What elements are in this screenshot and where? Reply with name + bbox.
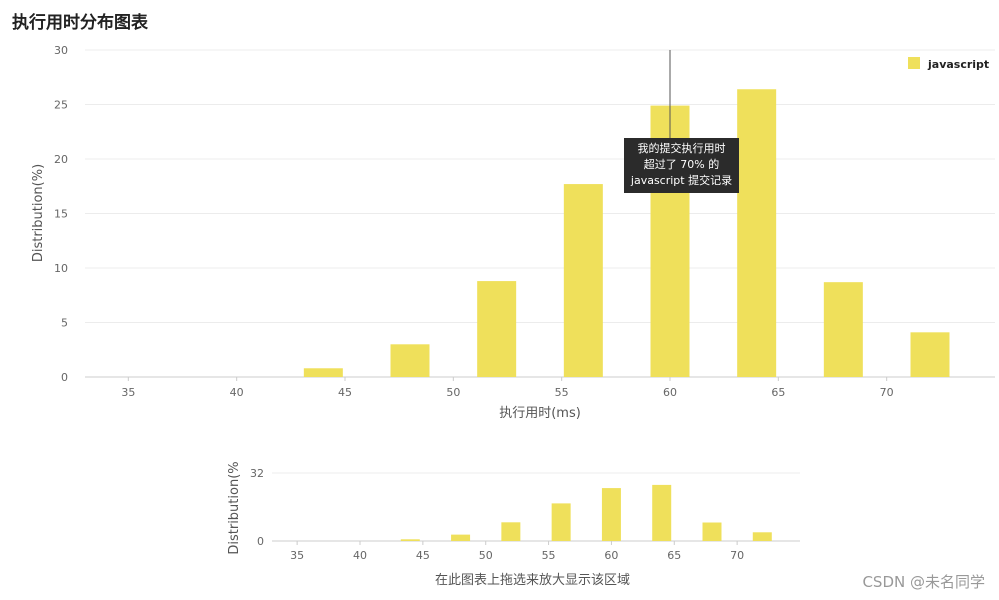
bar (551, 503, 571, 541)
y-tick-label: 30 (54, 44, 68, 57)
x-tick-label: 35 (121, 386, 135, 399)
bar (501, 522, 521, 541)
x-tick-label: 40 (353, 549, 367, 562)
x-axis-title: 执行用时(ms) (499, 406, 581, 421)
main-chart[interactable]: 0 5 10 15 20 25 30 35 40 45 50 55 60 65 70 Distributi… (0, 0, 999, 430)
bar (451, 534, 471, 541)
x-tick-label: 50 (479, 549, 493, 562)
y-tick-label: 5 (61, 317, 68, 330)
y-tick-label: 0 (257, 535, 264, 548)
main-bars[interactable] (303, 89, 950, 378)
watermark: CSDN @未名同学 (862, 573, 985, 591)
bar[interactable] (563, 184, 603, 377)
legend-label-javascript[interactable]: javascript (927, 58, 989, 71)
navigator-y-tick-labels: 0 32 (250, 467, 264, 548)
bar[interactable] (303, 368, 343, 377)
bar[interactable] (823, 282, 863, 377)
tooltip-line-3: javascript 提交记录 (630, 174, 733, 187)
x-tick-label: 40 (230, 386, 244, 399)
bar[interactable] (737, 89, 777, 378)
x-tick-label: 50 (446, 386, 460, 399)
navigator-y-axis-title: Distribution(% (227, 461, 242, 554)
x-tick-label: 35 (290, 549, 304, 562)
x-tick-label: 70 (880, 386, 894, 399)
navigator-bars (400, 484, 772, 541)
bar[interactable] (910, 332, 950, 377)
x-tick-label: 65 (667, 549, 681, 562)
main-y-tick-labels: 0 5 10 15 20 25 30 (54, 44, 68, 384)
bar[interactable] (477, 281, 517, 377)
navigator-hint: 在此图表上拖选来放大显示该区域 (435, 573, 631, 588)
navigator-x-tick-labels: 35 40 45 50 55 60 65 70 (290, 541, 744, 562)
tooltip-line-1: 我的提交执行用时 (637, 142, 726, 155)
y-tick-label: 0 (61, 371, 68, 384)
x-tick-label: 45 (338, 386, 352, 399)
bar (400, 539, 420, 541)
legend[interactable]: javascript (908, 57, 989, 71)
x-tick-label: 60 (663, 386, 677, 399)
x-tick-label: 65 (771, 386, 785, 399)
bar (752, 532, 772, 541)
bar (702, 522, 722, 541)
y-axis-title: Distribution(%) (31, 164, 46, 262)
x-tick-label: 60 (604, 549, 618, 562)
x-tick-label: 55 (542, 549, 556, 562)
bar (652, 484, 672, 541)
y-tick-label: 25 (54, 99, 68, 112)
bar (601, 488, 621, 541)
legend-swatch-javascript[interactable] (908, 57, 920, 69)
y-tick-label: 10 (54, 262, 68, 275)
x-tick-label: 70 (730, 549, 744, 562)
bar[interactable] (390, 344, 430, 377)
x-tick-label: 45 (416, 549, 430, 562)
chart-title: 执行用时分布图表 (12, 13, 148, 33)
x-tick-label: 55 (555, 386, 569, 399)
navigator-gridlines (272, 472, 800, 542)
y-tick-label: 20 (54, 153, 68, 166)
tooltip-line-2: 超过了 70% 的 (643, 158, 720, 171)
y-tick-label: 15 (54, 208, 68, 221)
y-tick-label: 32 (250, 467, 264, 480)
main-x-tick-labels: 35 40 45 50 55 60 65 70 (121, 377, 894, 399)
tooltip: 我的提交执行用时 超过了 70% 的 javascript 提交记录 (624, 138, 739, 193)
